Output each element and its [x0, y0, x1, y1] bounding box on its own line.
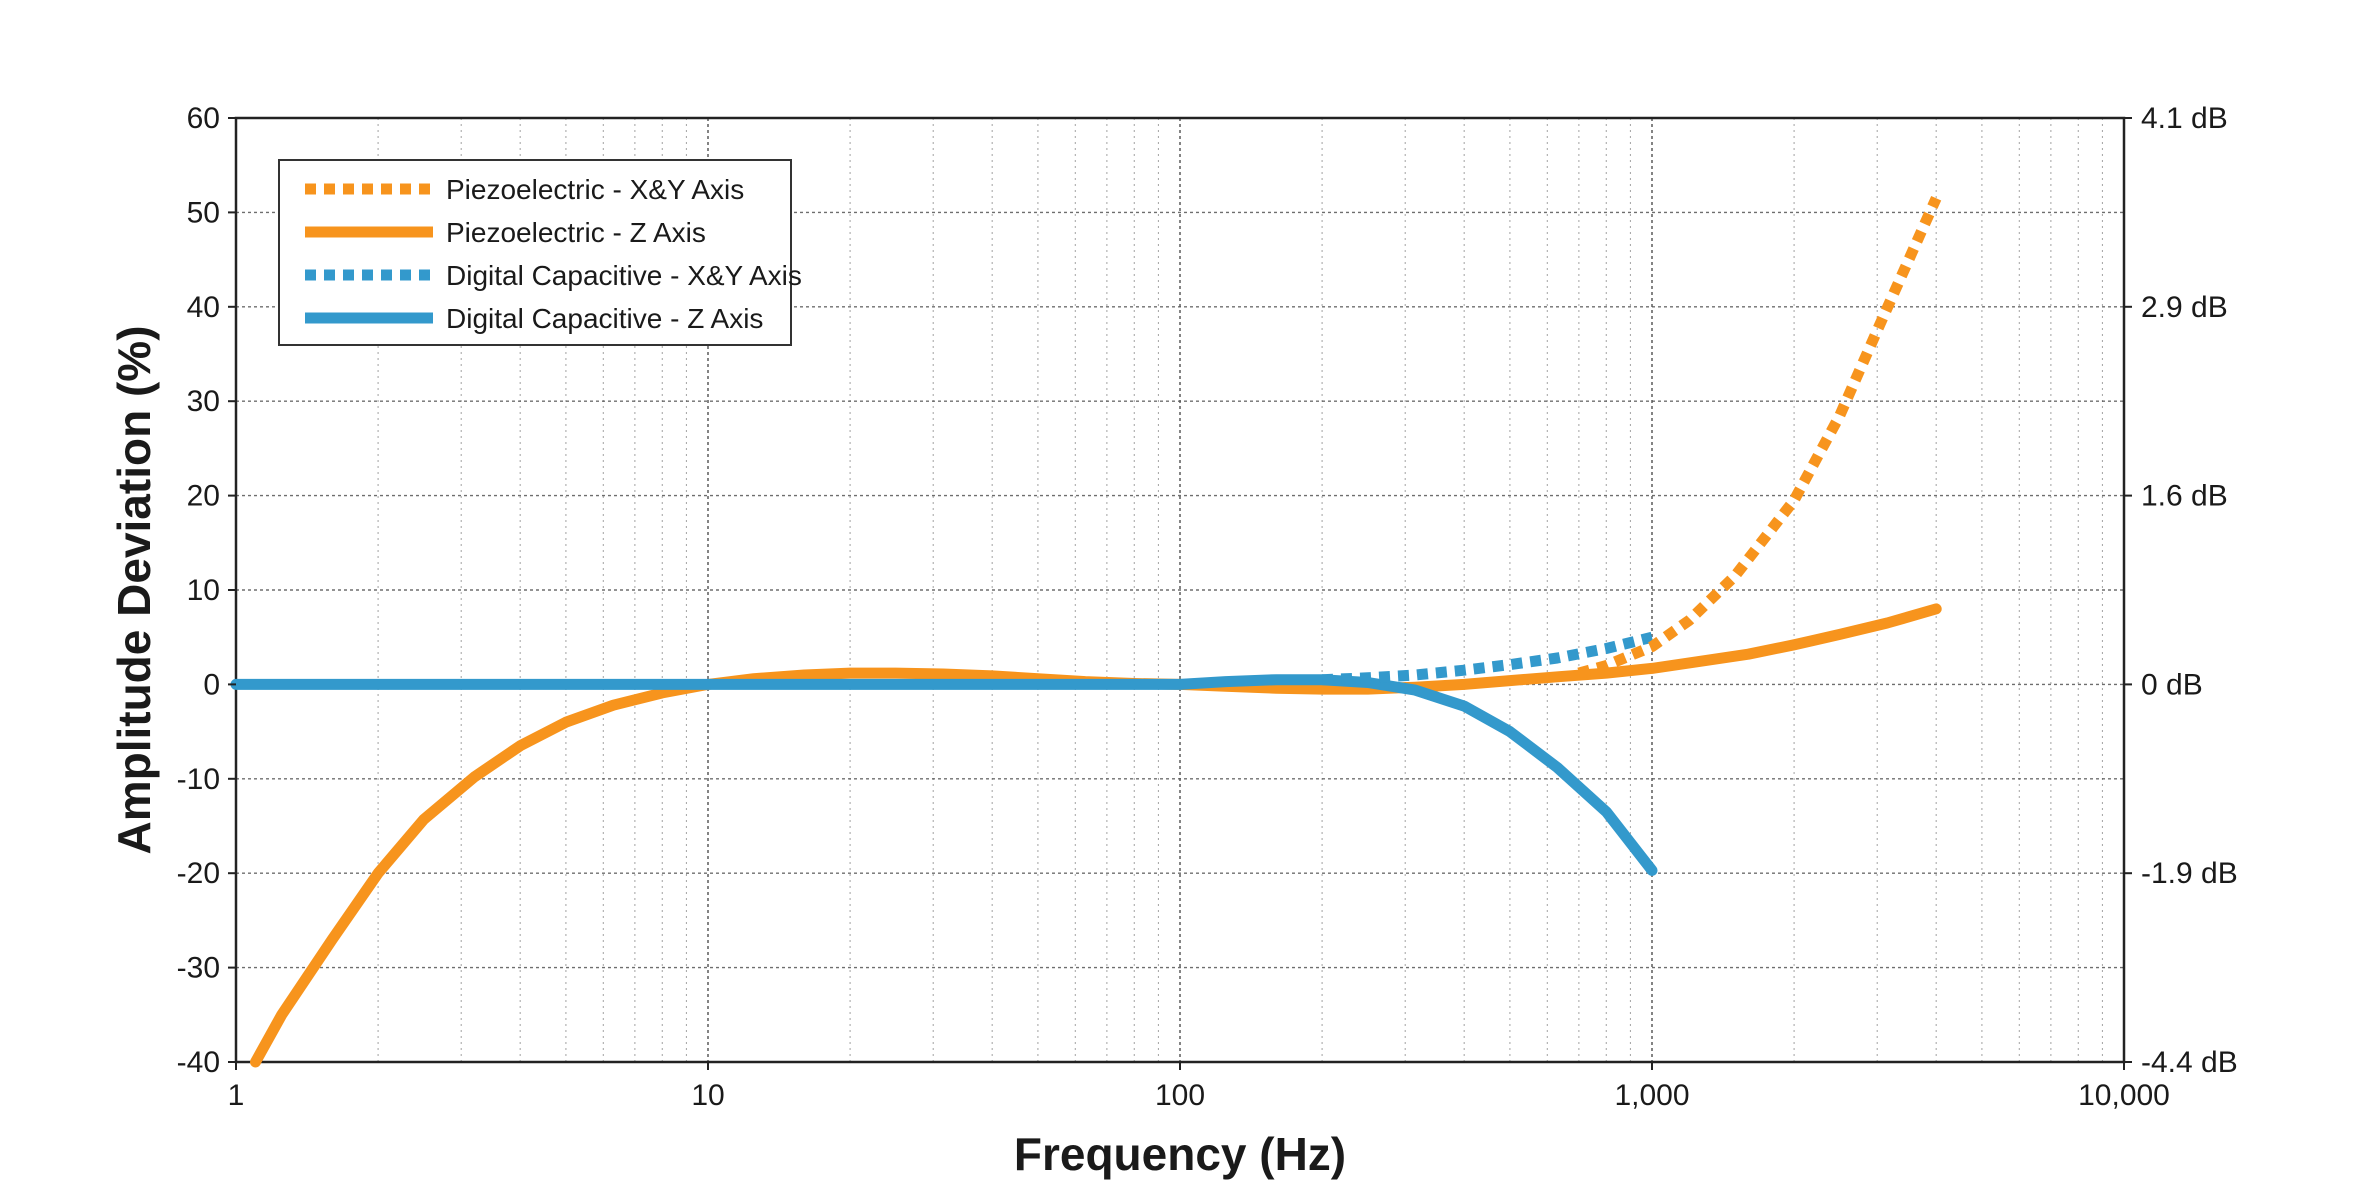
y-tick-label: -40 — [177, 1046, 220, 1079]
y-tick-label: -30 — [177, 952, 220, 985]
x-tick-label: 100 — [1155, 1079, 1205, 1112]
series-line-piezoelectric-x-y-axis — [1577, 195, 1942, 679]
x-tick-label: 10 — [691, 1079, 724, 1112]
legend-label: Piezoelectric - Z Axis — [446, 217, 706, 248]
x-tick-label: 10,000 — [2078, 1079, 2170, 1112]
legend-label: Digital Capacitive - Z Axis — [446, 303, 763, 334]
y-tick-label: 10 — [187, 574, 220, 607]
y-tick-label: -20 — [177, 857, 220, 890]
y-tick-label: -10 — [177, 763, 220, 796]
legend-label: Digital Capacitive - X&Y Axis — [446, 260, 802, 291]
legend-label: Piezoelectric - X&Y Axis — [446, 174, 744, 205]
x-tick-label: 1,000 — [1614, 1079, 1689, 1112]
y-tick-label: 30 — [187, 385, 220, 418]
y-tick-label: 0 — [203, 668, 220, 701]
series-line-digital-capacitive-z-axis — [230, 674, 1658, 876]
y2-tick-label: 0 dB — [2141, 668, 2203, 701]
x-axis-title: Frequency (Hz) — [1014, 1128, 1346, 1180]
x-tick-label: 1 — [228, 1079, 245, 1112]
y2-tick-label: 4.1 dB — [2141, 102, 2228, 135]
y-axis-title: Amplitude Deviation (%) — [108, 325, 160, 854]
series-line-piezoelectric-z-axis — [250, 603, 1942, 1068]
y-tick-label: 60 — [187, 102, 220, 135]
y2-tick-label: -4.4 dB — [2141, 1046, 2238, 1079]
y2-tick-label: -1.9 dB — [2141, 857, 2238, 890]
tick-labels: 1 10 100 1,000 10,000 -40 -30 -20 -10 0 10 20 30 40 50… — [177, 102, 2238, 1112]
y2-tick-label: 2.9 dB — [2141, 291, 2228, 324]
series-layer — [230, 195, 1942, 1068]
y-tick-label: 50 — [187, 196, 220, 229]
y-tick-label: 20 — [187, 480, 220, 513]
y2-tick-label: 1.6 dB — [2141, 480, 2228, 513]
y-tick-label: 40 — [187, 291, 220, 324]
legend: Piezoelectric - X&Y Axis Piezoelectric - … — [278, 159, 802, 346]
